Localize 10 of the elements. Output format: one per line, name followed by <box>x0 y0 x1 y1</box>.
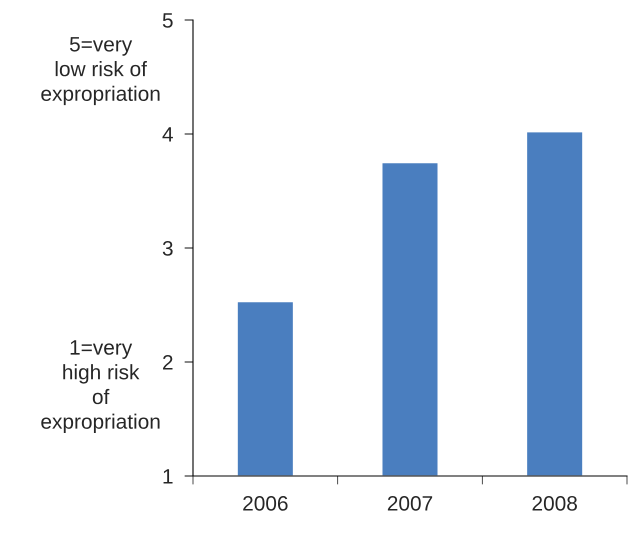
x-tick-label: 2007 <box>388 496 432 511</box>
x-tick-label: 2006 <box>243 496 288 511</box>
y-tick-label: 2 <box>163 355 173 370</box>
text: 1=very high risk of expropriation <box>41 340 160 434</box>
x-tick-label: 2008 <box>532 496 577 511</box>
y-tick-label: 5 <box>162 13 173 28</box>
text: 5=very low risk of expropriation <box>41 37 160 106</box>
y-tick-label: 3 <box>162 241 173 256</box>
y-tick-label: 1 <box>164 469 173 484</box>
y-tick-label: 4 <box>162 127 173 142</box>
